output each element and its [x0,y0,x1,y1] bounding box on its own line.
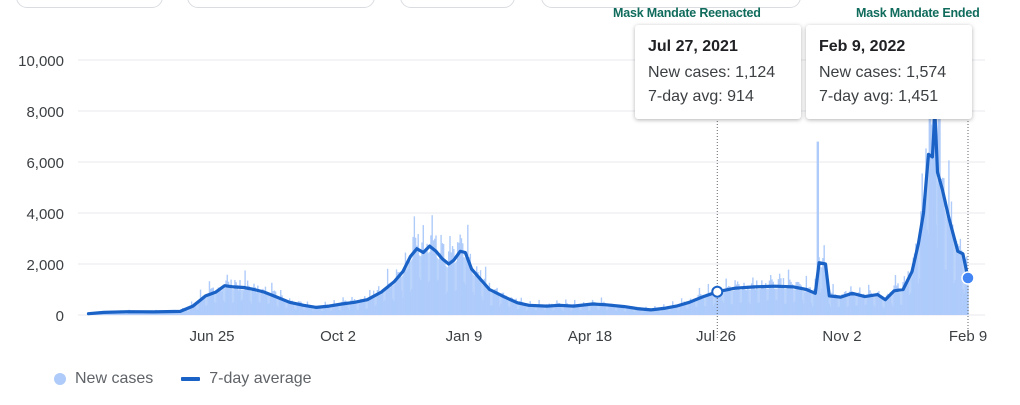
new-cases-spike-bar [937,103,940,315]
tooltip-new-cases: New cases: 1,574 [819,64,947,81]
legend-item-new-cases[interactable]: New cases [54,370,153,388]
x-tick-label: Feb 9 [949,328,987,345]
legend-label: 7-day average [209,370,312,387]
x-tick-label: Nov 2 [822,328,861,345]
legend-dot-icon [54,373,66,385]
annotation-mask-mandate-reenacted: Mask Mandate Reenacted [613,6,761,20]
new-cases-spike-bar [928,108,932,315]
new-cases-spike-bar [816,141,820,315]
highlight-point [711,285,724,298]
y-tick-label: 8,000 [26,104,64,121]
highlight-point [961,271,975,285]
chart-legend: New cases 7-day average [54,370,340,388]
new-cases-spike-bar [933,65,937,315]
x-tick-label: Jan 9 [446,328,483,345]
y-tick-label: 2,000 [26,257,64,274]
x-tick-label: Oct 2 [320,328,356,345]
legend-label: New cases [75,370,154,387]
x-tick-label: Jul 26 [696,328,736,345]
x-tick-label: Jun 25 [189,328,234,345]
x-tick-label: Apr 18 [568,328,612,345]
tooltip-date: Jul 27, 2021 [648,38,738,55]
y-tick-label: 4,000 [26,206,64,223]
tooltip-avg: 7-day avg: 914 [648,88,754,105]
tooltip-date: Feb 9, 2022 [819,38,906,55]
annotation-mask-mandate-ended: Mask Mandate Ended [856,6,980,20]
seven-day-average-line [86,110,970,316]
tooltip-feb-9-2022: Feb 9, 2022 New cases: 1,574 7-day avg: … [806,25,972,119]
tooltip-jul-27-2021: Jul 27, 2021 New cases: 1,124 7-day avg:… [635,25,801,119]
legend-line-icon [181,377,201,381]
tooltip-avg: 7-day avg: 1,451 [819,88,939,105]
new-cases-bars [87,89,969,316]
y-tick-label: 6,000 [26,155,64,172]
y-tick-label: 10,000 [18,53,64,70]
legend-item-7-day-average[interactable]: 7-day average [181,370,312,388]
tooltip-new-cases: New cases: 1,124 [648,64,776,81]
y-tick-label: 0 [56,308,64,325]
